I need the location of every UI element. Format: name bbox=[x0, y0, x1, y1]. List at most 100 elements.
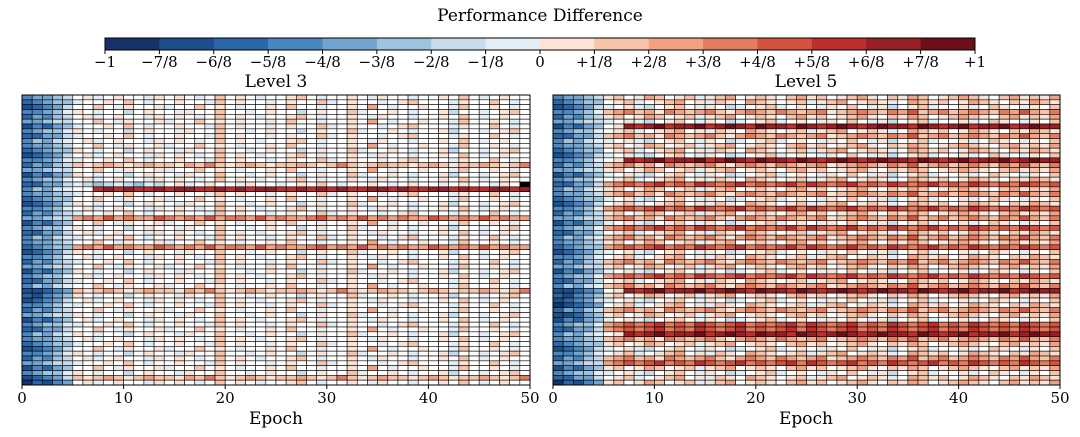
heatmap-cell bbox=[245, 341, 256, 347]
heatmap-cell bbox=[92, 94, 104, 101]
heatmap-cell bbox=[296, 350, 307, 357]
heatmap-cell bbox=[62, 114, 74, 120]
heatmap-cell bbox=[489, 123, 500, 130]
heatmap-cell bbox=[42, 157, 53, 163]
heatmap-cell bbox=[867, 225, 878, 231]
heatmap-cell bbox=[92, 230, 104, 236]
heatmap-cell bbox=[113, 176, 124, 183]
heatmap-cell bbox=[684, 239, 696, 246]
heatmap-cell bbox=[224, 346, 236, 352]
heatmap-cell bbox=[174, 312, 185, 318]
heatmap-cell bbox=[285, 268, 297, 275]
heatmap-cell bbox=[245, 259, 256, 265]
heatmap-cell bbox=[367, 181, 378, 188]
heatmap-cell bbox=[735, 263, 746, 270]
heatmap-cell bbox=[336, 196, 348, 202]
heatmap-cell bbox=[102, 94, 114, 101]
heatmap-cell bbox=[72, 321, 84, 328]
heatmap-cell bbox=[306, 355, 317, 362]
heatmap-cell bbox=[552, 196, 564, 202]
heatmap-cell bbox=[499, 278, 510, 284]
heatmap-cell bbox=[438, 167, 450, 173]
heatmap-cell bbox=[245, 94, 256, 101]
heatmap-cell bbox=[275, 201, 287, 207]
heatmap-cell bbox=[275, 321, 287, 328]
heatmap-cell bbox=[417, 302, 429, 308]
heatmap-cell bbox=[468, 292, 480, 299]
heatmap-cell bbox=[245, 210, 256, 217]
heatmap-cell bbox=[613, 234, 625, 241]
heatmap-cell bbox=[816, 94, 828, 101]
heatmap-cell bbox=[194, 268, 206, 275]
heatmap-cell bbox=[377, 307, 389, 313]
heatmap-cell bbox=[836, 143, 848, 149]
heatmap-cell bbox=[1039, 234, 1051, 241]
heatmap-cell bbox=[489, 191, 500, 197]
heatmap-cell bbox=[552, 167, 564, 173]
heatmap-cell bbox=[714, 239, 726, 246]
heatmap-cell bbox=[72, 181, 84, 188]
heatmap-cell bbox=[31, 234, 43, 241]
heatmap-cell bbox=[42, 94, 53, 101]
heatmap-cell bbox=[255, 191, 267, 197]
heatmap-cell bbox=[725, 133, 736, 139]
heatmap-cell bbox=[184, 138, 196, 144]
heatmap-cell bbox=[867, 215, 878, 221]
heatmap-cell bbox=[674, 147, 686, 154]
heatmap-cell bbox=[255, 283, 267, 289]
heatmap-cell bbox=[62, 239, 74, 246]
heatmap-cell bbox=[938, 104, 949, 110]
heatmap-cell bbox=[897, 191, 909, 197]
heatmap-cell bbox=[285, 152, 297, 159]
heatmap-cell bbox=[867, 239, 878, 246]
heatmap-cell bbox=[275, 176, 287, 183]
heatmap-cell bbox=[674, 138, 686, 144]
heatmap-cell bbox=[235, 128, 246, 134]
heatmap-cell bbox=[796, 215, 807, 221]
heatmap-cell bbox=[275, 239, 287, 246]
heatmap-cell bbox=[633, 201, 645, 207]
heatmap-cell bbox=[643, 104, 655, 110]
heatmap-cell bbox=[745, 254, 757, 260]
heatmap-cell bbox=[499, 263, 510, 270]
heatmap-cell bbox=[448, 312, 460, 318]
heatmap-cell bbox=[725, 249, 736, 255]
heatmap-cell bbox=[998, 99, 1010, 105]
heatmap-cell bbox=[796, 196, 807, 202]
heatmap-cell bbox=[509, 355, 521, 362]
heatmap-cell bbox=[907, 114, 919, 120]
heatmap-cell bbox=[998, 244, 1010, 250]
heatmap-cell bbox=[1019, 176, 1030, 183]
heatmap-cell bbox=[346, 205, 358, 212]
heatmap-cell bbox=[552, 104, 564, 110]
heatmap-cell bbox=[52, 147, 63, 154]
heatmap-cell bbox=[316, 186, 328, 192]
heatmap-cell bbox=[407, 365, 419, 371]
heatmap-cell bbox=[572, 104, 584, 110]
heatmap-cell bbox=[826, 244, 838, 250]
heatmap-cell bbox=[377, 205, 389, 212]
heatmap-cell bbox=[998, 249, 1010, 255]
heatmap-cell bbox=[438, 244, 450, 250]
heatmap-cell bbox=[887, 152, 899, 159]
heatmap-cell bbox=[1039, 225, 1051, 231]
heatmap-cell bbox=[735, 104, 746, 110]
heatmap-cell bbox=[21, 355, 33, 362]
heatmap-cell bbox=[143, 370, 155, 376]
heatmap-cell bbox=[265, 186, 277, 192]
heatmap-cell bbox=[82, 278, 94, 284]
heatmap-cell bbox=[1019, 215, 1030, 221]
heatmap-cell bbox=[856, 191, 868, 197]
heatmap-cell bbox=[52, 370, 63, 376]
heatmap-cell bbox=[255, 249, 267, 255]
heatmap-cell bbox=[194, 152, 206, 159]
heatmap-cell bbox=[684, 138, 696, 144]
heatmap-cell bbox=[775, 205, 787, 212]
heatmap-cell bbox=[1019, 157, 1030, 163]
heatmap-cell bbox=[968, 263, 980, 270]
heatmap-cell bbox=[458, 341, 470, 347]
heatmap-cell bbox=[1029, 172, 1041, 178]
heatmap-cell bbox=[52, 302, 63, 308]
heatmap-cell bbox=[958, 172, 970, 178]
heatmap-cell bbox=[704, 114, 716, 120]
